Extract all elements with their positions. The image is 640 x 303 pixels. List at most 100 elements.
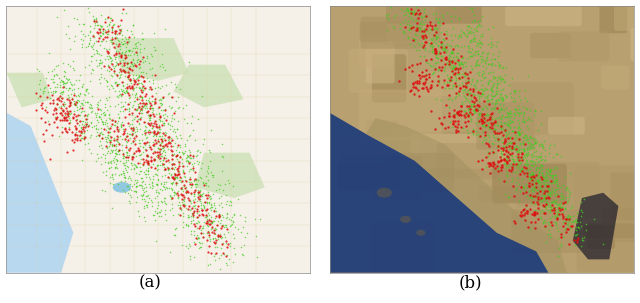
Point bbox=[163, 166, 173, 171]
Point bbox=[496, 165, 506, 169]
Point bbox=[148, 174, 158, 178]
Point bbox=[51, 88, 61, 93]
Point bbox=[514, 182, 524, 187]
Point bbox=[216, 213, 227, 218]
Point bbox=[490, 101, 500, 105]
Point bbox=[424, 71, 435, 76]
Point bbox=[108, 27, 118, 32]
Point bbox=[502, 142, 512, 147]
Point bbox=[186, 155, 196, 160]
Point bbox=[428, 64, 438, 68]
Point bbox=[92, 48, 102, 53]
Point bbox=[439, 80, 449, 85]
Point bbox=[125, 47, 136, 52]
Point bbox=[195, 191, 205, 196]
Point bbox=[150, 166, 160, 171]
Point bbox=[453, 66, 463, 71]
Point bbox=[476, 42, 486, 47]
Point bbox=[540, 189, 550, 194]
Point bbox=[175, 205, 185, 210]
Point bbox=[189, 189, 200, 194]
Point bbox=[509, 147, 519, 152]
Point bbox=[561, 188, 571, 193]
Point bbox=[74, 133, 84, 138]
Point bbox=[207, 220, 218, 225]
Point bbox=[61, 149, 72, 154]
Point bbox=[89, 17, 99, 22]
Point bbox=[420, 33, 431, 38]
Point bbox=[157, 158, 168, 162]
Point bbox=[101, 84, 111, 88]
Point bbox=[49, 66, 60, 71]
Point bbox=[497, 151, 507, 156]
Point bbox=[51, 106, 61, 111]
Point bbox=[113, 149, 123, 154]
Point bbox=[431, 36, 441, 41]
FancyBboxPatch shape bbox=[386, 153, 454, 192]
Point bbox=[87, 93, 97, 98]
Point bbox=[532, 181, 542, 185]
Point bbox=[514, 158, 524, 162]
Point bbox=[509, 91, 520, 95]
Point bbox=[216, 226, 226, 231]
Point bbox=[113, 128, 123, 133]
Point bbox=[251, 234, 261, 238]
Point bbox=[122, 131, 132, 135]
Point bbox=[426, 49, 436, 54]
Point bbox=[554, 208, 564, 212]
Point bbox=[525, 167, 535, 172]
Point bbox=[129, 152, 139, 157]
Point bbox=[212, 223, 222, 228]
Point bbox=[209, 172, 219, 177]
Point bbox=[449, 57, 460, 62]
Point bbox=[102, 145, 113, 150]
Point bbox=[63, 111, 73, 115]
Point bbox=[474, 99, 484, 104]
Point bbox=[160, 207, 170, 212]
Point bbox=[452, 118, 463, 123]
Point bbox=[108, 23, 118, 28]
Point bbox=[156, 154, 166, 158]
Point bbox=[173, 188, 184, 193]
Point bbox=[218, 241, 228, 245]
Point bbox=[511, 147, 521, 152]
Point bbox=[142, 102, 152, 107]
Point bbox=[56, 77, 66, 82]
Point bbox=[537, 197, 547, 202]
Point bbox=[415, 21, 425, 26]
Point bbox=[536, 162, 547, 167]
Point bbox=[496, 156, 506, 161]
Point bbox=[504, 130, 514, 135]
Point bbox=[454, 33, 465, 38]
Point bbox=[458, 91, 468, 96]
Point bbox=[49, 98, 59, 102]
Point bbox=[551, 215, 561, 219]
Point bbox=[139, 189, 149, 194]
Point bbox=[486, 121, 497, 126]
Point bbox=[132, 59, 142, 64]
Point bbox=[42, 109, 52, 114]
Point bbox=[495, 155, 506, 160]
Point bbox=[203, 229, 213, 234]
Point bbox=[76, 130, 86, 135]
Point bbox=[431, 51, 441, 55]
Point bbox=[84, 30, 95, 35]
Point bbox=[157, 162, 167, 167]
Point bbox=[190, 197, 200, 201]
Point bbox=[157, 137, 168, 142]
Point bbox=[538, 143, 548, 148]
Point bbox=[456, 45, 467, 50]
Point bbox=[173, 199, 184, 204]
Point bbox=[61, 106, 71, 111]
Point bbox=[57, 108, 67, 112]
Point bbox=[532, 179, 542, 184]
Point bbox=[178, 198, 188, 203]
Point bbox=[110, 119, 120, 124]
Point bbox=[120, 52, 131, 57]
Point bbox=[409, 92, 419, 96]
Point bbox=[522, 107, 532, 112]
Point bbox=[440, 57, 451, 62]
Point bbox=[511, 143, 522, 148]
Point bbox=[137, 107, 147, 112]
Point bbox=[89, 35, 99, 39]
